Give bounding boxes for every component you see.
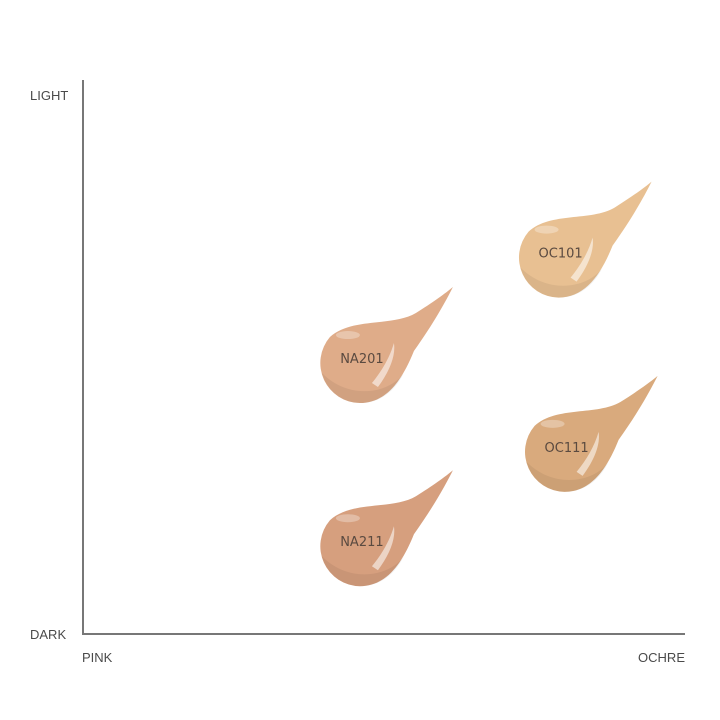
drop-shadow-shape	[321, 556, 404, 587]
shade-label: OC111	[545, 441, 589, 456]
drop-highlight-top	[540, 419, 565, 428]
drop-highlight	[371, 343, 395, 388]
drop-highlight-top	[335, 514, 360, 523]
shade-label: NA201	[340, 352, 383, 367]
shade-point-na201: NA201	[320, 287, 453, 404]
foundation-drop-marker	[524, 375, 658, 492]
foundation-drop-marker	[518, 181, 652, 298]
foundation-drop-marker	[320, 470, 453, 587]
shade-label: OC101	[539, 247, 583, 262]
drop-highlight-top	[534, 225, 559, 234]
x-axis-low-label: PINK	[82, 650, 113, 665]
drop-highlight	[371, 526, 395, 571]
drop-highlight	[570, 237, 593, 282]
shade-label: NA211	[340, 535, 383, 550]
shade-point-oc111: OC111	[524, 375, 658, 492]
shade-point-na211: NA211	[320, 470, 453, 587]
x-axis-high-label: OCHRE	[638, 650, 685, 665]
drop-shadow-shape	[321, 373, 404, 404]
drop-highlight-top	[335, 331, 360, 340]
y-axis-low-label: DARK	[30, 627, 66, 642]
shade-point-oc101: OC101	[518, 181, 652, 298]
drop-shadow-shape	[526, 461, 609, 492]
drop-highlight	[576, 431, 599, 476]
y-axis-high-label: LIGHT	[30, 88, 68, 103]
drop-shadow-shape	[520, 267, 603, 298]
foundation-drop-marker	[320, 287, 453, 404]
